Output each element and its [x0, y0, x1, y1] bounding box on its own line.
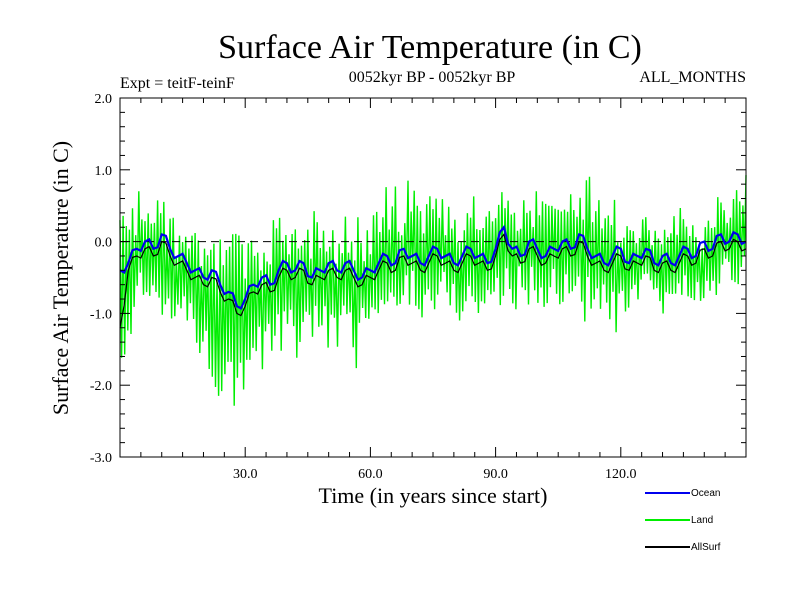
- series-allsurf-line: [119, 233, 747, 328]
- legend-label-land: Land: [691, 515, 713, 526]
- y-tick-label: -1.0: [90, 307, 112, 322]
- x-tick-label: 60.0: [358, 467, 383, 482]
- x-tick-label: 90.0: [483, 467, 508, 482]
- series-ocean-line: [119, 224, 747, 310]
- y-tick-label: -2.0: [90, 379, 112, 394]
- period-label: 0052kyr BP - 0052kyr BP: [349, 69, 516, 86]
- months-label: ALL_MONTHS: [639, 69, 746, 86]
- y-tick-label: 2.0: [95, 92, 113, 107]
- x-tick-label: 120.0: [605, 467, 637, 482]
- y-tick-label: -3.0: [90, 451, 112, 466]
- legend-label-allsurf: AllSurf: [691, 542, 721, 553]
- axis-ticks: 30.0 60.0 90.0 120.0 2.0 1.0 0.0 -1.0 -2.0 -3.0: [90, 92, 746, 482]
- series-land-line: [119, 175, 747, 406]
- chart-title: Surface Air Temperature (in C): [218, 29, 642, 66]
- plot-area: [119, 175, 747, 406]
- y-tick-label: 0.0: [95, 236, 113, 251]
- x-axis-label: Time (in years since start): [319, 483, 548, 508]
- experiment-label: Expt = teitF-teinF: [120, 75, 235, 92]
- legend: Ocean Land AllSurf: [645, 488, 721, 553]
- y-axis-label: Surface Air Temperature (in C): [48, 141, 73, 415]
- legend-label-ocean: Ocean: [691, 488, 720, 499]
- y-tick-label: 1.0: [95, 164, 113, 179]
- x-tick-label: 30.0: [233, 467, 258, 482]
